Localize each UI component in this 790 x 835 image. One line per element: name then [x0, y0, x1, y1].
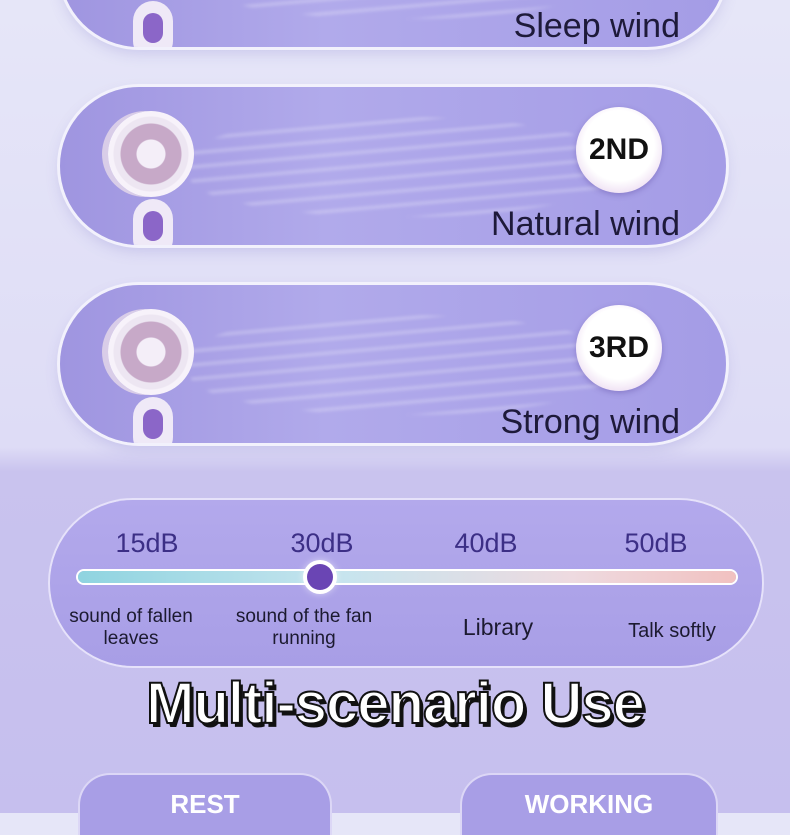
db-label: 30dB: [290, 528, 354, 558]
noise-level-marker: [307, 564, 333, 590]
mode-label: Natural wind: [491, 205, 680, 243]
mode-card-strong: 3RD Strong wind: [60, 285, 726, 443]
fan-button-icon: [143, 211, 163, 241]
section-title: Multi-scenario Use: [145, 670, 646, 737]
noise-description: sound of fallen leaves: [69, 606, 193, 649]
fan-icon: [108, 309, 194, 395]
db-label: 50dB: [624, 528, 688, 558]
mode-card-natural: 2ND Natural wind: [60, 87, 726, 245]
scenario-rest: REST: [80, 775, 330, 835]
airflow-graphic: [190, 117, 610, 217]
noise-description: Talk softly: [628, 620, 716, 642]
noise-description: Library: [462, 614, 534, 640]
db-label: 40dB: [454, 528, 518, 558]
fan-icon: [108, 111, 194, 197]
fan-button-icon: [143, 13, 163, 43]
speed-badge: 3RD: [576, 305, 662, 391]
noise-level-panel: 15dB 30dB 40dB 50dB sound of fallen leav…: [50, 500, 762, 666]
scenario-working: WORKING: [462, 775, 716, 835]
airflow-graphic: [190, 315, 610, 415]
mode-card-sleep: Sleep wind: [60, 0, 726, 47]
fan-button-icon: [143, 409, 163, 439]
noise-scale-track: [78, 571, 736, 583]
db-label: 15dB: [115, 528, 179, 558]
mode-label: Sleep wind: [513, 7, 680, 45]
speed-badge: 2ND: [576, 107, 662, 193]
mode-label: Strong wind: [500, 403, 680, 441]
noise-description: sound of the fan running: [235, 606, 373, 649]
